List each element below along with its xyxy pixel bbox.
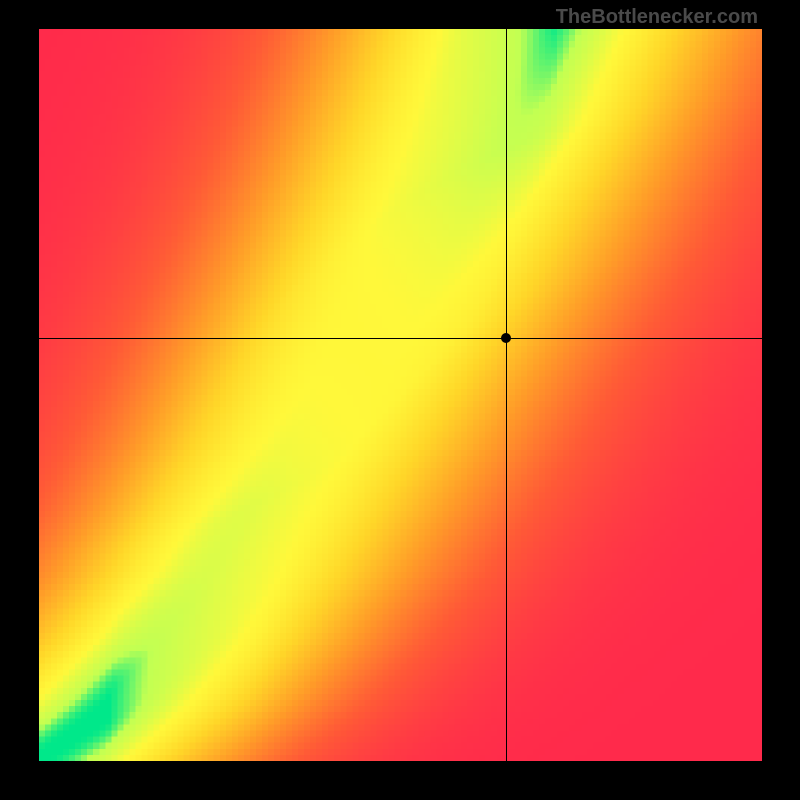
heatmap-canvas — [39, 29, 762, 761]
bottleneck-heatmap — [39, 29, 762, 761]
crosshair-vertical — [506, 29, 507, 761]
selection-marker — [501, 333, 511, 343]
crosshair-horizontal — [39, 338, 762, 339]
watermark-text: TheBottlenecker.com — [556, 6, 758, 29]
